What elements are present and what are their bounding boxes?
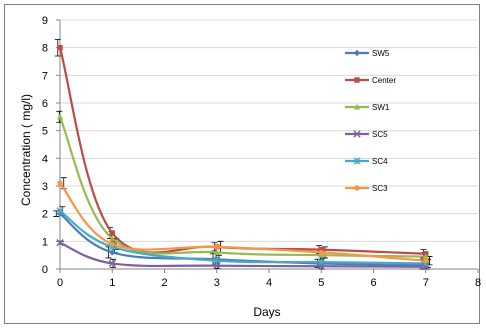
y-tick-label-4: 4 <box>42 153 48 165</box>
data-point-sw5-1 <box>109 249 116 256</box>
x-axis-title: Days <box>253 305 280 319</box>
legend-label-sw1: SW1 <box>372 103 390 112</box>
legend-marker-sc3 <box>354 185 360 191</box>
data-point-sw1-1 <box>109 235 116 242</box>
data-point-sc5-1 <box>108 259 116 268</box>
data-point-sc3-1 <box>109 241 115 247</box>
error-bar-sw5-0 <box>53 210 60 217</box>
legend-item-sw5: SW5 <box>345 49 390 58</box>
data-point-sc5-4 <box>422 263 430 271</box>
series-line-sc5 <box>58 241 427 268</box>
y-tick-label-6: 6 <box>42 98 48 110</box>
legend-item-sc5: SC5 <box>345 130 388 139</box>
y-tick-label-9: 9 <box>42 15 48 27</box>
data-point-sw1-2 <box>213 249 220 255</box>
data-point-sc4-2 <box>213 257 221 265</box>
data-point-sw1-0 <box>56 113 64 120</box>
data-point-sc3-3 <box>318 249 324 256</box>
tick-labels: 0 1 2 3 4 5 6 7 8 0 1 2 3 4 5 6 7 8 9 <box>42 15 481 289</box>
data-point-sc3-2 <box>214 244 220 250</box>
legend-item-center: Center <box>345 76 396 85</box>
x-tick-label-0: 0 <box>57 277 63 289</box>
legend-label-center: Center <box>372 76 396 85</box>
data-point-center-0 <box>57 44 63 51</box>
y-tick-label-0: 0 <box>42 264 48 276</box>
data-point-sc4-0 <box>56 207 64 215</box>
series-markers <box>56 44 430 271</box>
data-point-sc4-3 <box>317 258 325 266</box>
x-tick-label-5: 5 <box>318 277 324 289</box>
y-axis-title: Concentration ( mg/l) <box>19 94 33 206</box>
data-point-sc3-4 <box>423 258 429 264</box>
y-tick-label-3: 3 <box>42 181 48 193</box>
legend-item-sw1: SW1 <box>345 103 390 112</box>
legend-label-sc3: SC3 <box>372 184 388 193</box>
gridlines <box>60 19 478 242</box>
chart-frame <box>4 4 480 324</box>
legend-marker-sw5 <box>353 49 361 57</box>
data-point-sw1-4 <box>422 253 429 260</box>
legend-label-sw5: SW5 <box>372 49 390 58</box>
series-line-center <box>58 46 427 255</box>
y-tick-label-1: 1 <box>42 236 48 248</box>
data-point-center-3 <box>318 246 324 253</box>
legend: SW5 Center SW1 SC5 SC4 SC3 <box>345 49 396 193</box>
x-tick-label-7: 7 <box>423 277 429 289</box>
x-tick-label-4: 4 <box>266 277 272 289</box>
legend-item-sc3: SC3 <box>345 184 388 193</box>
legend-marker-sw1 <box>353 103 361 110</box>
legend-label-sc4: SC4 <box>372 157 388 166</box>
x-tick-label-1: 1 <box>109 277 115 289</box>
data-point-sc5-0 <box>56 239 64 247</box>
legend-marker-sc4 <box>353 157 361 165</box>
data-point-sc3-0 <box>57 180 63 186</box>
x-tick-label-6: 6 <box>370 277 376 289</box>
legend-marker-sc5 <box>353 130 361 138</box>
legend-label-sc5: SC5 <box>372 130 388 139</box>
y-tick-label-5: 5 <box>42 126 48 138</box>
axes <box>59 20 478 270</box>
x-tick-label-2: 2 <box>161 277 167 289</box>
y-tick-label-8: 8 <box>42 43 48 55</box>
data-point-center-1 <box>109 230 115 236</box>
legend-marker-center <box>354 77 360 83</box>
y-tick-label-7: 7 <box>42 70 48 82</box>
legend-item-sc4: SC4 <box>345 157 388 166</box>
y-tick-label-2: 2 <box>42 209 48 221</box>
x-tick-label-3: 3 <box>214 277 220 289</box>
x-tick-label-8: 8 <box>475 277 481 289</box>
